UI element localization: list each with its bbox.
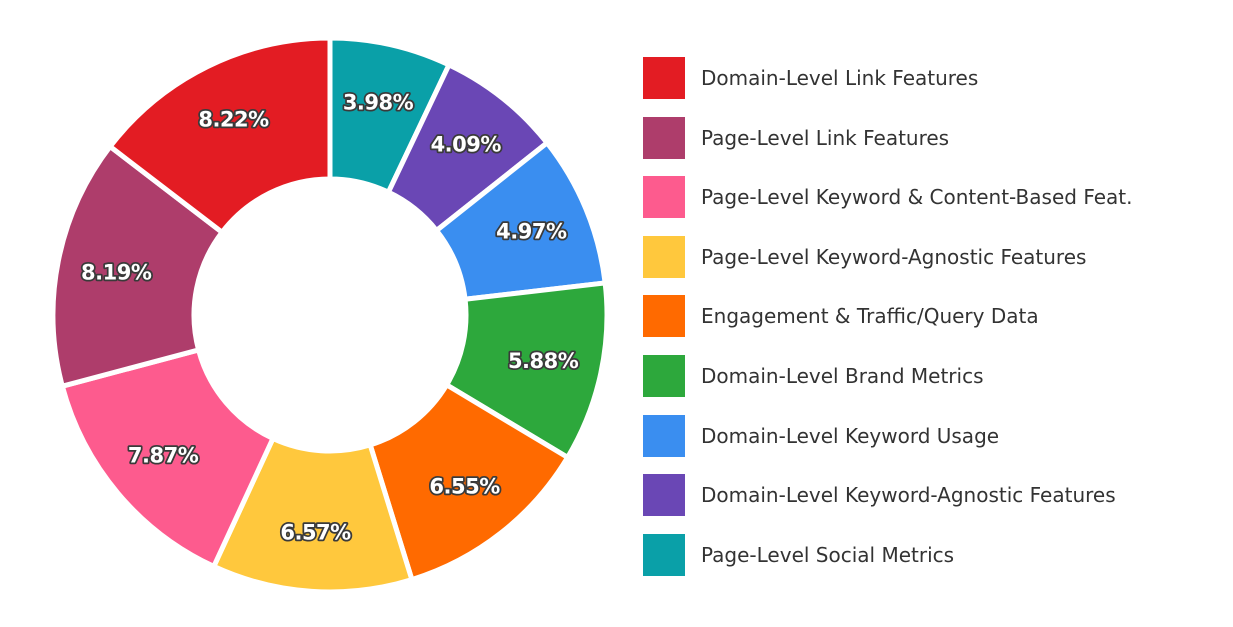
legend-label: Domain-Level Link Features bbox=[701, 66, 979, 90]
legend-swatch bbox=[643, 116, 685, 159]
legend-item-page-level-keyword-content-based-feat: Page-Level Keyword & Content-Based Feat. bbox=[643, 176, 1223, 219]
legend-swatch bbox=[643, 533, 685, 576]
slice-value-label: 8.19% bbox=[81, 260, 152, 284]
legend-label: Page-Level Social Metrics bbox=[701, 542, 955, 567]
legend-item-domain-level-brand-metrics: Domain-Level Brand Metrics bbox=[643, 354, 1223, 397]
legend-swatch bbox=[643, 295, 685, 338]
legend-item-page-level-link-features: Page-Level Link Features bbox=[643, 116, 1223, 159]
legend-swatch bbox=[643, 176, 685, 219]
legend-item-engagement-traffic-query-data: Engagement & Traffic/Query Data bbox=[643, 295, 1223, 338]
slice-value-label: 6.55% bbox=[429, 474, 500, 498]
slice-value-label: 4.09% bbox=[431, 132, 502, 156]
donut-chart: 3.98% 4.09% 4.97% 5.88% 6.55% 6.57% 7.87% 8.19%… bbox=[50, 35, 610, 595]
slice-page-level-keyword-content-based-feat bbox=[59, 347, 276, 569]
legend-swatch bbox=[643, 354, 685, 397]
legend-swatch bbox=[643, 474, 685, 517]
slice-value-label: 3.98% bbox=[343, 90, 414, 114]
legend-item-domain-level-link-features: Domain-Level Link Features bbox=[643, 57, 1223, 99]
slice-page-level-link-features bbox=[50, 144, 225, 389]
donut-slices bbox=[50, 35, 610, 595]
legend-label: Domain-Level Keyword Usage bbox=[701, 423, 1000, 448]
legend-label: Page-Level Keyword & Content-Based Feat. bbox=[701, 185, 1133, 210]
legend-label: Engagement & Traffic/Query Data bbox=[701, 304, 1039, 329]
slice-value-label: 8.22% bbox=[198, 108, 269, 132]
legend-label: Domain-Level Keyword-Agnostic Features bbox=[701, 483, 1116, 508]
legend-item-page-level-social-metrics: Page-Level Social Metrics bbox=[643, 533, 1223, 576]
legend-swatch bbox=[643, 57, 685, 99]
slice-value-label: 6.57% bbox=[280, 521, 351, 545]
slice-value-label: 4.97% bbox=[496, 219, 567, 243]
legend-swatch bbox=[643, 414, 685, 457]
slice-labels: 3.98% 4.09% 4.97% 5.88% 6.55% 6.57% 7.87% 8.19%… bbox=[79, 89, 581, 547]
donut-chart-area: 3.98% 4.09% 4.97% 5.88% 6.55% 6.57% 7.87% 8.19%… bbox=[50, 35, 610, 595]
legend-item-domain-level-keyword-agnostic-features: Domain-Level Keyword-Agnostic Features bbox=[643, 474, 1223, 517]
legend-label: Domain-Level Brand Metrics bbox=[701, 363, 984, 388]
legend-item-domain-level-keyword-usage: Domain-Level Keyword Usage bbox=[643, 414, 1223, 457]
legend-label: Page-Level Keyword-Agnostic Features bbox=[701, 244, 1087, 269]
slice-value-label: 5.88% bbox=[508, 349, 579, 373]
slice-value-label: 7.87% bbox=[128, 443, 199, 467]
slice-domain-level-link-features bbox=[107, 35, 333, 235]
legend: Domain-Level Link Features Page-Level Lin… bbox=[643, 57, 1223, 593]
legend-item-page-level-keyword-agnostic-features: Page-Level Keyword-Agnostic Features bbox=[643, 235, 1223, 278]
legend-label: Page-Level Link Features bbox=[701, 125, 950, 150]
legend-swatch bbox=[643, 235, 685, 278]
